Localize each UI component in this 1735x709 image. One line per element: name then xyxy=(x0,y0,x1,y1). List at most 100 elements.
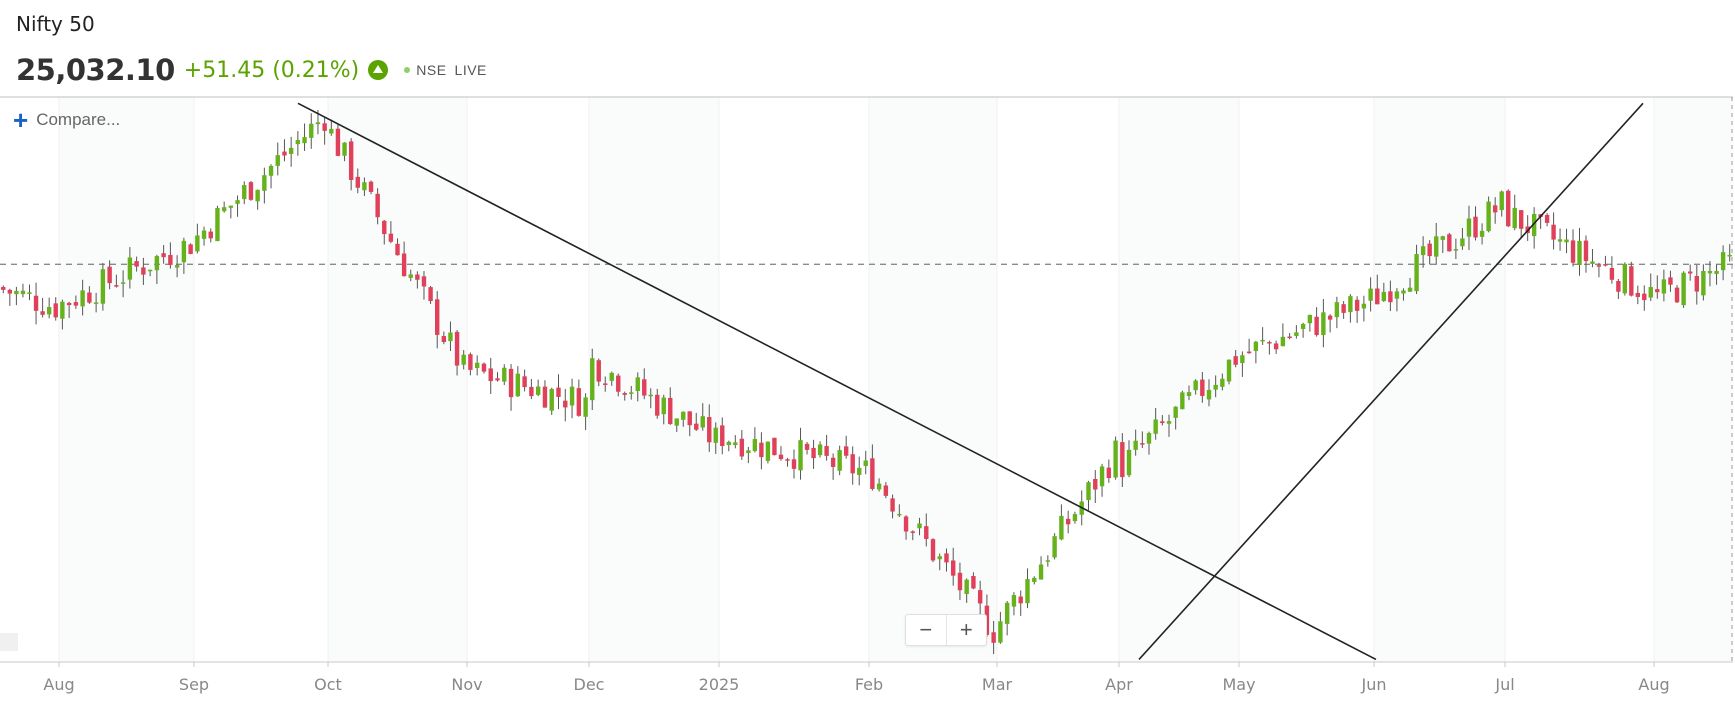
candle-up xyxy=(1307,314,1313,324)
candle-down xyxy=(375,193,380,218)
candle-down xyxy=(622,393,627,395)
candle-up xyxy=(569,386,575,406)
candle-up xyxy=(1707,270,1713,274)
candle-up xyxy=(268,165,274,176)
candle-up xyxy=(1414,254,1419,292)
candle-down xyxy=(910,531,915,533)
candle-down xyxy=(1120,442,1125,478)
candle-down xyxy=(395,243,400,256)
candle-down xyxy=(134,261,139,267)
candle-down xyxy=(772,437,777,456)
candle-down xyxy=(903,516,909,532)
compare-button[interactable]: + Compare... xyxy=(13,105,121,135)
candle-down xyxy=(843,446,849,456)
candle-up xyxy=(1720,252,1726,271)
candle-down xyxy=(401,253,407,277)
candle-down xyxy=(355,176,360,188)
candle-down xyxy=(1583,240,1589,262)
candle-down xyxy=(1341,304,1346,313)
candle-down xyxy=(804,443,810,450)
candle-up xyxy=(1045,560,1051,562)
plus-icon: + xyxy=(13,105,29,135)
candle-down xyxy=(161,253,166,258)
candle-down xyxy=(542,386,548,408)
candle-down xyxy=(435,299,440,335)
candle-up xyxy=(1113,440,1118,478)
x-tick-label: Jun xyxy=(1361,675,1387,694)
candle-up xyxy=(1153,419,1158,434)
candle-up xyxy=(195,235,200,252)
candle-up xyxy=(181,240,187,263)
candle-down xyxy=(368,181,374,192)
candle-up xyxy=(1206,389,1212,400)
candle-down xyxy=(563,400,568,408)
candle-down xyxy=(791,459,797,469)
candle-down xyxy=(890,498,895,512)
candle-down xyxy=(382,220,387,235)
live-status: LIVE xyxy=(454,62,487,78)
candle-down xyxy=(87,292,92,303)
candle-down xyxy=(957,572,963,591)
candle-up xyxy=(127,257,133,280)
candle-up xyxy=(80,290,85,307)
candle-down xyxy=(529,386,534,397)
candle-down xyxy=(830,457,836,467)
live-dot-icon xyxy=(404,67,411,73)
candle-up xyxy=(1407,287,1413,292)
candle-up xyxy=(1499,191,1504,211)
candle-down xyxy=(785,459,790,461)
candle-down xyxy=(850,454,855,474)
candle-down xyxy=(720,425,725,447)
candle-down xyxy=(335,128,341,156)
candle-down xyxy=(522,376,527,388)
month-band xyxy=(1654,97,1733,662)
candle-up xyxy=(201,230,207,239)
candle-up xyxy=(1052,536,1057,558)
up-arrow-icon xyxy=(368,60,389,80)
candle-up xyxy=(1059,515,1064,540)
candle-up xyxy=(1394,291,1400,299)
x-tick-label: Aug xyxy=(43,675,74,694)
scroll-handle[interactable] xyxy=(0,633,18,651)
zoom-in-button[interactable]: + xyxy=(959,617,973,642)
candle-down xyxy=(1655,289,1660,293)
candle-up xyxy=(93,302,99,304)
candle-up xyxy=(221,207,227,212)
candle-down xyxy=(811,447,816,459)
candle-up xyxy=(1453,249,1459,251)
candle-down xyxy=(208,231,213,239)
candle-up xyxy=(309,123,314,138)
candle-down xyxy=(1694,275,1699,292)
candle-up xyxy=(1300,323,1306,329)
candle-down xyxy=(1160,421,1165,424)
candle-down xyxy=(40,311,45,315)
candle-down xyxy=(415,274,420,280)
candle-up xyxy=(295,139,301,145)
candle-down xyxy=(495,378,500,381)
candle-up xyxy=(1099,466,1105,487)
candle-up xyxy=(1531,213,1537,237)
x-tick-label: Oct xyxy=(314,675,342,694)
candle-up xyxy=(1401,290,1406,294)
candle-up xyxy=(1564,239,1569,243)
candle-down xyxy=(1,286,6,290)
candle-down xyxy=(930,539,936,561)
candle-up xyxy=(1032,577,1037,582)
candle-up xyxy=(1727,254,1732,257)
candle-down xyxy=(1629,266,1634,296)
candle-up xyxy=(674,418,679,426)
candle-down xyxy=(421,276,427,287)
candle-up xyxy=(1294,332,1299,336)
candle-up xyxy=(1193,380,1198,391)
compare-label: Compare... xyxy=(36,110,121,129)
x-tick-label: Feb xyxy=(855,675,883,694)
zoom-out-button[interactable]: − xyxy=(906,615,947,645)
candle-down xyxy=(53,303,58,318)
x-tick-label: Nov xyxy=(451,675,482,694)
candle-up xyxy=(60,301,65,319)
candle-down xyxy=(1287,336,1292,339)
candle-down xyxy=(951,560,956,576)
candle-down xyxy=(1688,271,1693,274)
candle-up xyxy=(14,290,19,295)
